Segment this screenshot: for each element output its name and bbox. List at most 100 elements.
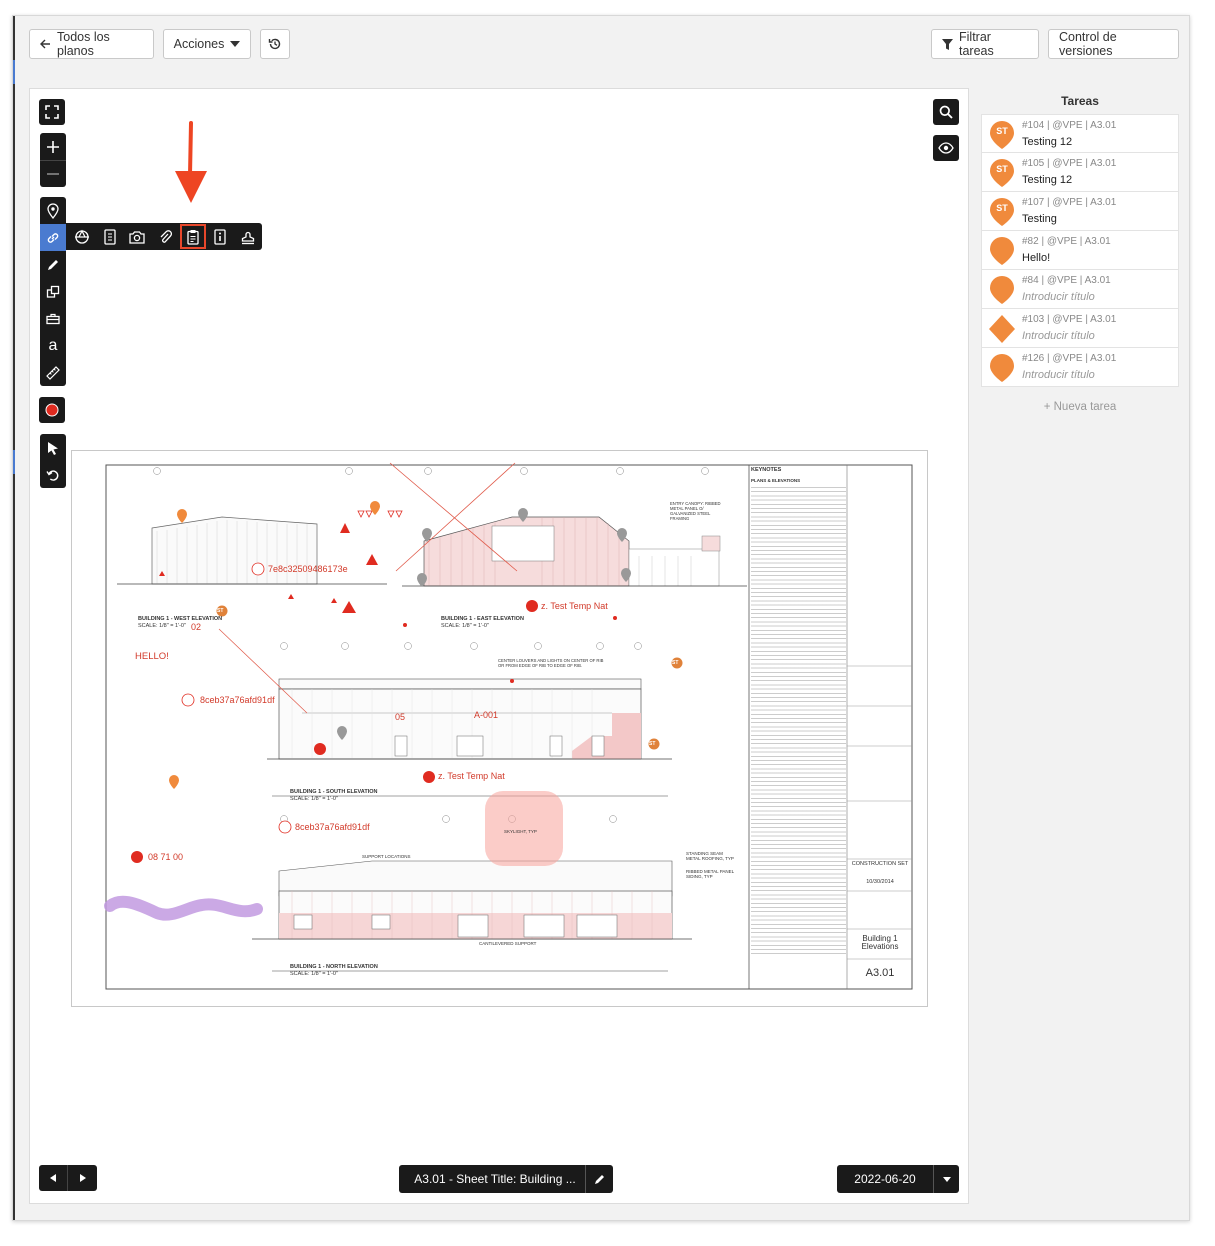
task-title: Testing 12 bbox=[1022, 174, 1073, 186]
annotation-label[interactable]: 05 bbox=[395, 712, 406, 722]
new-task-button[interactable]: + Nueva tarea bbox=[1043, 401, 1117, 413]
version-control-button[interactable]: Control de versiones bbox=[1048, 29, 1179, 59]
drawing-note: ENTRY CANOPY: RIBBED METAL PANEL O/ GALV… bbox=[670, 501, 721, 521]
document-link-tool[interactable] bbox=[96, 223, 124, 250]
elevation-scale: SCALE: 1/8" = 1'-0" bbox=[441, 623, 489, 629]
visibility-button[interactable] bbox=[933, 135, 959, 161]
annotation-label[interactable]: A-001 bbox=[474, 710, 499, 720]
task-pin-icon bbox=[988, 120, 1016, 150]
stamp-tool[interactable] bbox=[234, 223, 262, 250]
task-meta: #107 | @VPE | A3.01 bbox=[1022, 197, 1117, 208]
elevation-scale: SCALE: 1/8" = 1'-0" bbox=[290, 796, 338, 802]
next-sheet-button[interactable] bbox=[68, 1165, 97, 1191]
annotation-label[interactable]: 7e8c32509486173e bbox=[268, 564, 348, 574]
pencil-icon bbox=[48, 259, 58, 270]
task-pin-icon bbox=[988, 197, 1016, 227]
ruler-icon bbox=[46, 365, 60, 380]
st-badge[interactable]: ST bbox=[672, 660, 679, 666]
history-icon bbox=[268, 38, 281, 50]
task-badge: ST bbox=[996, 126, 1008, 136]
undo-button[interactable] bbox=[40, 461, 66, 488]
st-badge[interactable]: ST bbox=[649, 741, 656, 747]
drawing-tools: a bbox=[40, 197, 66, 386]
undo-icon bbox=[46, 469, 59, 481]
edit-sheet-button[interactable] bbox=[585, 1165, 613, 1193]
shapes-tool[interactable] bbox=[40, 278, 66, 305]
link-subtoolbar bbox=[66, 223, 262, 250]
version-dropdown-button[interactable] bbox=[933, 1165, 959, 1193]
all-plans-button[interactable]: Todos los planos bbox=[29, 29, 154, 59]
clipboard-link-tool[interactable] bbox=[179, 223, 207, 250]
task-item[interactable]: ST #104 | @VPE | A3.01 Testing 12 bbox=[981, 114, 1179, 153]
task-pin-icon bbox=[988, 275, 1016, 305]
zoom-in-button[interactable] bbox=[40, 133, 66, 160]
caret-down-icon bbox=[230, 41, 241, 47]
plan-viewer[interactable]: a bbox=[29, 88, 969, 1204]
annotation-label[interactable]: 8ceb37a76afd91df bbox=[295, 822, 370, 832]
pencil-icon bbox=[594, 1175, 604, 1184]
architectural-sheet[interactable]: 7e8c32509486173e 8ceb37a76afd91df 8ceb37… bbox=[71, 450, 928, 1007]
measure-tool[interactable] bbox=[40, 359, 66, 386]
drawing-note: CANTILEVERED SUPPORT bbox=[479, 941, 537, 946]
task-item[interactable]: #84 | @VPE | A3.01 Introducir título bbox=[981, 270, 1179, 309]
actions-dropdown[interactable]: Acciones bbox=[163, 29, 251, 59]
map-pin-icon bbox=[47, 202, 59, 219]
version-control-label: Control de versiones bbox=[1059, 30, 1117, 58]
task-item[interactable]: #103 | @VPE | A3.01 Introducir título bbox=[981, 309, 1179, 348]
left-edge-marker bbox=[13, 60, 15, 84]
annotation-label[interactable]: 8ceb37a76afd91df bbox=[200, 695, 275, 705]
minus-icon bbox=[47, 173, 59, 175]
task-meta: #105 | @VPE | A3.01 bbox=[1022, 158, 1117, 169]
fullscreen-button[interactable] bbox=[39, 99, 65, 125]
record-icon bbox=[45, 403, 59, 417]
task-title: Introducir título bbox=[1022, 291, 1095, 303]
filter-tasks-button[interactable]: Filtrar tareas bbox=[931, 29, 1039, 59]
task-meta: #103 | @VPE | A3.01 bbox=[1022, 314, 1117, 325]
record-button[interactable] bbox=[39, 397, 65, 423]
history-button[interactable] bbox=[260, 29, 290, 59]
sheet-selector[interactable]: A3.01 - Sheet Title: Building ... bbox=[399, 1165, 613, 1193]
task-item[interactable]: #126 | @VPE | A3.01 Introducir título bbox=[981, 348, 1179, 387]
pencil-tool[interactable] bbox=[40, 251, 66, 278]
annotation-label[interactable]: 08 71 00 bbox=[148, 852, 184, 862]
link-icon bbox=[47, 232, 59, 243]
task-pin-icon bbox=[988, 353, 1016, 383]
st-badge[interactable]: ST bbox=[217, 608, 224, 614]
text-tool[interactable]: a bbox=[40, 332, 66, 359]
zoom-out-button[interactable] bbox=[40, 160, 66, 187]
version-date-selector[interactable]: 2022-06-20 bbox=[837, 1165, 959, 1193]
task-item[interactable]: #82 | @VPE | A3.01 Hello! bbox=[981, 231, 1179, 270]
keynotes-list bbox=[751, 487, 846, 957]
attachment-link-tool[interactable] bbox=[151, 223, 179, 250]
plan-link-tool[interactable] bbox=[68, 223, 96, 250]
sheet-title: Building 1 Elevations bbox=[861, 934, 899, 951]
task-item[interactable]: ST #107 | @VPE | A3.01 Testing bbox=[981, 192, 1179, 231]
caret-down-icon bbox=[942, 1176, 951, 1182]
version-date-label: 2022-06-20 bbox=[854, 1172, 916, 1186]
annotation-label[interactable]: HELLO! bbox=[135, 651, 169, 662]
select-tool[interactable] bbox=[40, 434, 66, 461]
previous-sheet-button[interactable] bbox=[39, 1165, 68, 1191]
shapes-icon bbox=[46, 285, 60, 298]
annotation-label[interactable]: z. Test Temp Nat bbox=[541, 601, 608, 611]
annotation-label[interactable]: 02 bbox=[191, 622, 202, 632]
annotation-label[interactable]: z. Test Temp Nat bbox=[438, 771, 505, 781]
search-button[interactable] bbox=[933, 99, 959, 125]
photo-link-tool[interactable] bbox=[123, 223, 151, 250]
drawing-note: STANDING SEAM METAL ROOFING, TYP bbox=[686, 851, 734, 861]
task-item[interactable]: ST #105 | @VPE | A3.01 Testing 12 bbox=[981, 153, 1179, 192]
document-icon bbox=[103, 228, 116, 245]
link-tool[interactable] bbox=[40, 224, 66, 251]
caret-right-icon bbox=[79, 1174, 86, 1182]
tasks-panel: Tareas ST #104 | @VPE | A3.01 Testing 12 ST… bbox=[981, 88, 1179, 588]
arrow-left-icon bbox=[40, 39, 50, 49]
info-sheet-tool[interactable] bbox=[207, 223, 235, 250]
selection-tools bbox=[40, 434, 66, 488]
caret-left-icon bbox=[50, 1174, 56, 1182]
pin-tool[interactable] bbox=[40, 197, 66, 224]
toolbox-tool[interactable] bbox=[40, 305, 66, 332]
tasks-title: Tareas bbox=[1061, 94, 1099, 108]
drawing-note: RIBBED METAL PANEL SIDING, TYP bbox=[686, 869, 735, 879]
sheet-navigation bbox=[39, 1165, 97, 1191]
elevation-title: BUILDING 1 - EAST ELEVATION bbox=[441, 616, 524, 622]
